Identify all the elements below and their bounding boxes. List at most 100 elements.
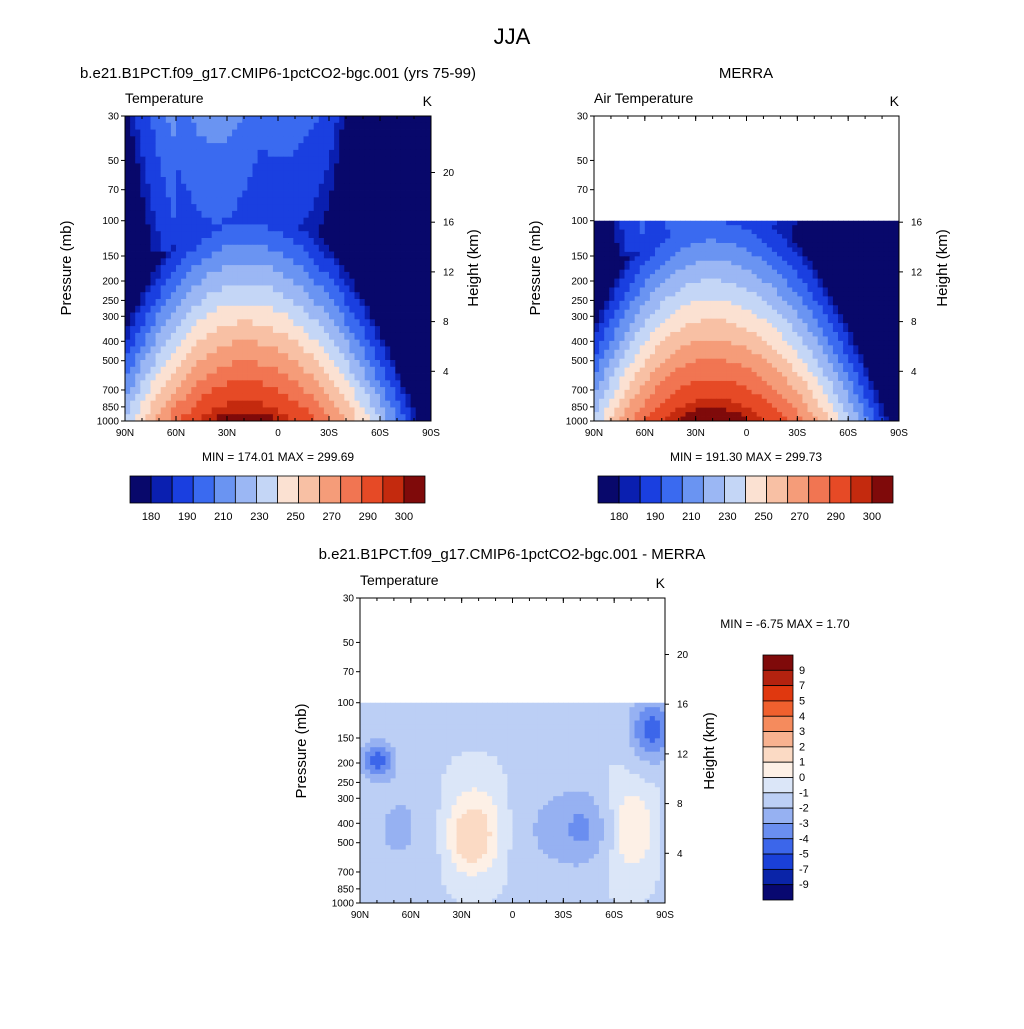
contour-cell — [767, 359, 772, 364]
contour-cell — [263, 319, 269, 326]
panel-model-units: K — [423, 93, 433, 109]
contour-cell — [879, 230, 884, 235]
contour-cell — [227, 177, 233, 184]
contour-cell — [242, 360, 248, 367]
contour-cell — [232, 218, 238, 225]
contour-cell — [227, 360, 233, 367]
contour-cell — [273, 136, 279, 143]
contour-cell — [772, 341, 777, 346]
contour-cell — [309, 401, 315, 408]
contour-cell — [599, 225, 604, 230]
contour-cell — [630, 239, 635, 244]
contour-cell — [304, 380, 310, 387]
contour-cell — [171, 265, 177, 272]
contour-cell — [181, 157, 187, 164]
contour-cell — [706, 283, 711, 288]
contour-cell — [324, 299, 330, 306]
contour-cell — [293, 333, 299, 340]
contour-cell — [273, 387, 279, 394]
contour-cell — [782, 270, 787, 275]
contour-cell — [390, 150, 396, 157]
contour-cell — [186, 353, 192, 360]
contour-cell — [655, 376, 660, 381]
contour-cell — [752, 341, 757, 346]
contour-cell — [268, 177, 274, 184]
contour-cell — [691, 230, 696, 235]
contour-cell — [166, 265, 172, 272]
contour-cell — [731, 314, 736, 319]
contour-cell — [716, 287, 721, 292]
contour-cell — [655, 381, 660, 386]
contour-cell — [406, 333, 412, 340]
contour-cell — [304, 265, 310, 272]
contour-cell — [813, 287, 818, 292]
contour-cell — [650, 279, 655, 284]
contour-cell — [380, 272, 386, 279]
contour-cell — [365, 272, 371, 279]
contour-cell — [691, 350, 696, 355]
contour-cell — [757, 239, 762, 244]
contour-cell — [752, 234, 757, 239]
contour-cell — [863, 221, 868, 226]
contour-cell — [334, 292, 340, 299]
contour-cell — [614, 252, 619, 257]
contour-cell — [202, 407, 208, 414]
contour-cell — [263, 272, 269, 279]
contour-cell — [421, 130, 427, 137]
contour-cell — [385, 360, 391, 367]
contour-cell — [217, 258, 223, 265]
contour-cell — [706, 372, 711, 377]
contour-cell — [145, 353, 151, 360]
contour-cell — [594, 274, 599, 279]
contour-cell — [823, 252, 828, 257]
contour-cell — [406, 231, 412, 238]
contour-cell — [853, 287, 858, 292]
contour-cell — [355, 252, 361, 259]
contour-cell — [421, 380, 427, 387]
contour-cell — [334, 170, 340, 177]
contour-cell — [140, 157, 146, 164]
contour-cell — [247, 346, 253, 353]
contour-cell — [650, 265, 655, 270]
contour-cell — [135, 313, 141, 320]
contour-cell — [792, 301, 797, 306]
contour-cell — [355, 414, 361, 421]
contour-cell — [140, 245, 146, 252]
contour-cell — [614, 350, 619, 355]
contour-cell — [716, 305, 721, 310]
contour-cell — [334, 414, 340, 421]
contour-cell — [349, 346, 355, 353]
contour-cell — [263, 245, 269, 252]
contour-cell — [406, 272, 412, 279]
contour-cell — [726, 234, 731, 239]
contour-cell — [283, 346, 289, 353]
contour-cell — [787, 279, 792, 284]
contour-cell — [314, 136, 320, 143]
contour-cell — [375, 143, 381, 150]
contour-cell — [283, 353, 289, 360]
contour-cell — [334, 123, 340, 130]
contour-cell — [741, 230, 746, 235]
contour-cell — [202, 136, 208, 143]
contour-cell — [130, 414, 136, 421]
contour-cell — [385, 123, 391, 130]
contour-cell — [145, 258, 151, 265]
contour-cell — [630, 261, 635, 266]
contour-cell — [314, 394, 320, 401]
contour-cell — [655, 243, 660, 248]
contour-cell — [258, 279, 264, 286]
contour-cell — [166, 157, 172, 164]
contour-cell — [140, 123, 146, 130]
contour-cell — [207, 245, 213, 252]
contour-cell — [360, 130, 366, 137]
contour-cell — [411, 306, 417, 313]
contour-cell — [762, 261, 767, 266]
contour-cell — [370, 252, 376, 259]
contour-cell — [625, 243, 630, 248]
contour-cell — [227, 394, 233, 401]
contour-cell — [400, 394, 406, 401]
contour-cell — [823, 354, 828, 359]
contour-cell — [253, 265, 259, 272]
contour-cell — [421, 197, 427, 204]
contour-cell — [843, 270, 848, 275]
